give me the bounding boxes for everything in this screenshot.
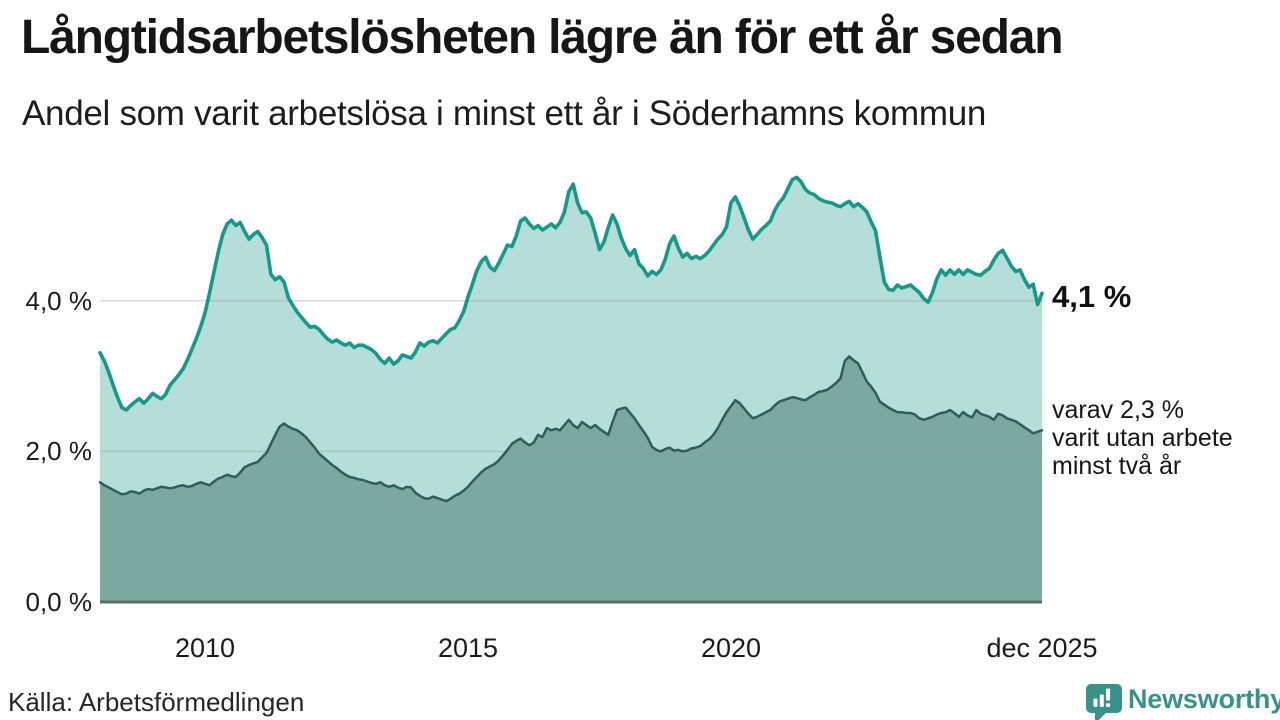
y-axis-tick-0: 0,0 % — [25, 587, 93, 617]
x-axis-tick-2015: 2015 — [437, 633, 499, 663]
newsworthy-wordmark: Newsworthy — [1128, 684, 1280, 714]
latest-subseries-note: varav 2,3 % varit utan arbete minst två … — [1052, 396, 1233, 480]
x-axis-tick-2010: 2010 — [174, 633, 236, 663]
trend-line-series-0 — [98, 175, 1044, 412]
latest-value-label: 4,1 % — [1052, 279, 1132, 314]
page-title: Långtidsarbetslösheten lägre än för ett … — [21, 11, 1064, 64]
x-axis-tick-2020: 2020 — [700, 633, 762, 663]
x-axis-tick-dec-2025: dec 2025 — [986, 633, 1098, 663]
page-subtitle: Andel som varit arbetslösa i minst ett å… — [22, 94, 987, 133]
bar-chart-speech-bubble-icon — [1086, 684, 1122, 720]
trend-line-series-1 — [98, 355, 1044, 503]
area-fill-series-1 — [100, 356, 1042, 602]
y-axis-tick-2: 2,0 % — [25, 436, 93, 466]
source-credit: Källa: Arbetsförmedlingen — [8, 687, 305, 717]
newsworthy-logo: Newsworthy — [1084, 682, 1280, 720]
y-axis-tick-4: 4,0 % — [25, 286, 93, 316]
